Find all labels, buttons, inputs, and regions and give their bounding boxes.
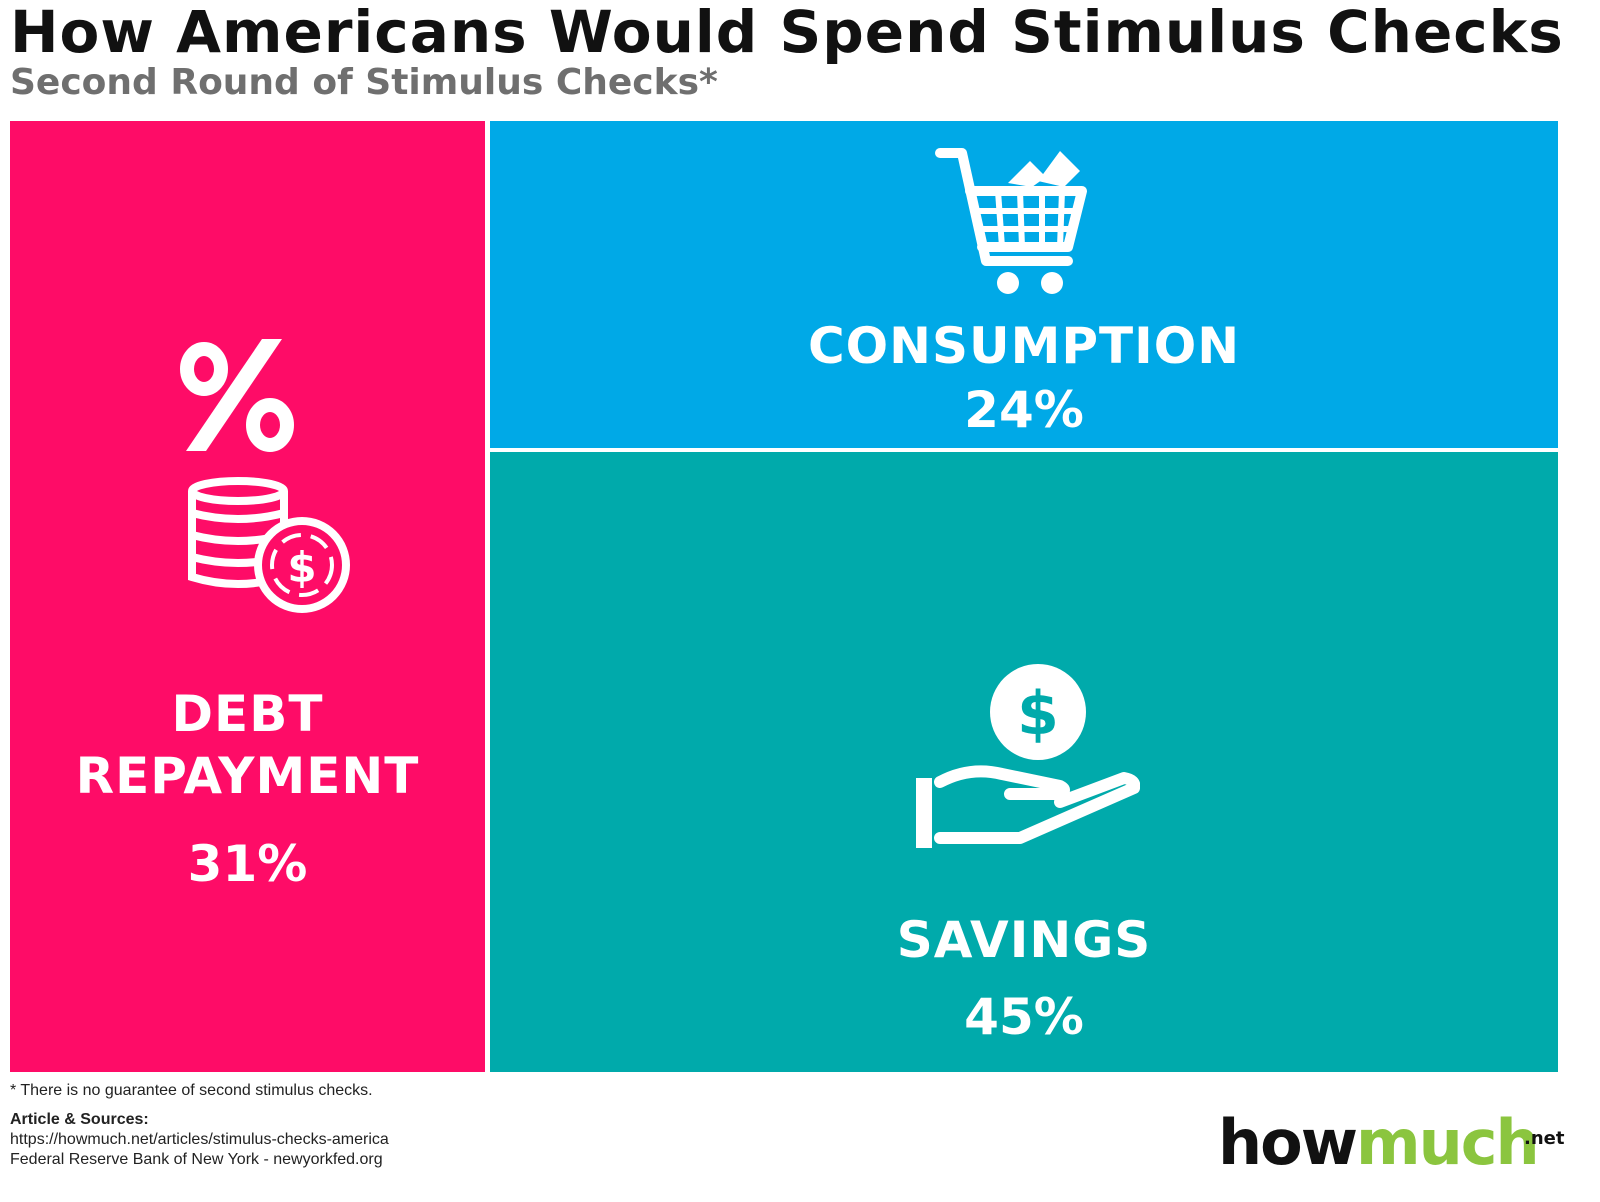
logo-part-how: how [1218, 1106, 1358, 1179]
tile-value: 24% [964, 381, 1084, 439]
tile-consumption: CONSUMPTION 24% [490, 121, 1558, 448]
tile-label: CONSUMPTION [807, 317, 1241, 375]
source-line: Federal Reserve Bank of New York - newyo… [10, 1151, 383, 1168]
sources-title: Article & Sources: [10, 1111, 149, 1128]
chart-title: How Americans Would Spend Stimulus Check… [10, 0, 1564, 66]
hand-coin-icon: $ [916, 664, 1140, 848]
tile-label-line: DEBT [171, 685, 324, 743]
tile-label-line: REPAYMENT [75, 747, 420, 805]
shopping-cart-icon [935, 148, 1087, 294]
tile-value: 31% [187, 835, 308, 893]
tile-label: DEBT REPAYMENT [10, 683, 485, 807]
source-link[interactable]: https://howmuch.net/articles/stimulus-ch… [10, 1131, 389, 1148]
svg-text:$: $ [287, 543, 316, 592]
tile-value: 45% [964, 988, 1084, 1046]
tile-label: SAVINGS [896, 911, 1152, 969]
tile-debt-repayment: $ DEBT REPAYMENT 31% [10, 121, 485, 1072]
chart-subtitle: Second Round of Stimulus Checks* [10, 62, 718, 103]
footnote: * There is no guarantee of second stimul… [10, 1082, 373, 1099]
logo-part-much: much [1356, 1106, 1540, 1179]
howmuch-logo[interactable]: howmuch [1218, 1106, 1540, 1179]
svg-text:$: $ [1017, 679, 1059, 749]
tile-savings: $ SAVINGS 45% [490, 452, 1558, 1072]
percent-coins-icon: $ [180, 339, 350, 613]
logo-suffix: .net [1524, 1128, 1565, 1149]
